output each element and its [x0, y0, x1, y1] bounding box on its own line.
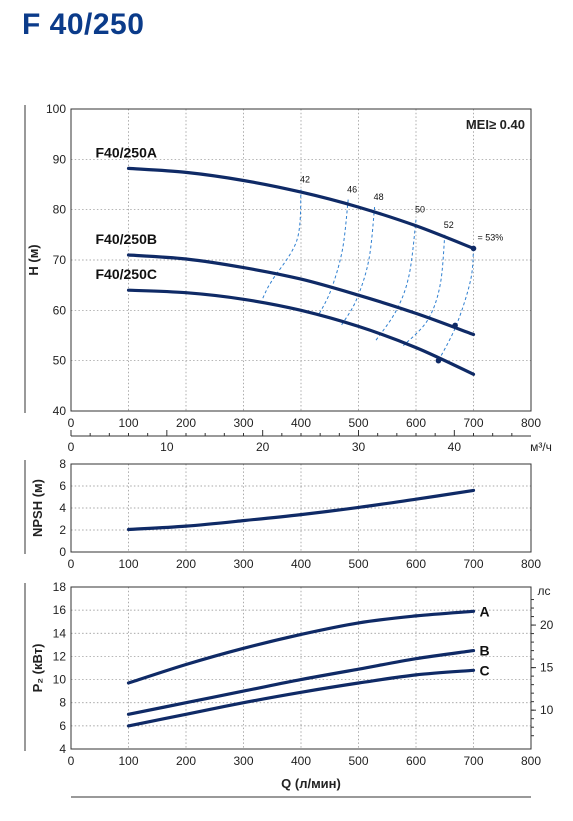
x-tick-label: 600	[406, 557, 426, 571]
series-label: C	[480, 662, 490, 678]
secondary-x-tick-label: 40	[448, 440, 462, 454]
y-tick-label: 14	[53, 626, 67, 640]
series-label: F40/250C	[96, 266, 157, 282]
efficiency-line	[340, 207, 376, 326]
y-axis-label: P₂ (кВт)	[30, 644, 45, 693]
y-tick-label: 2	[59, 523, 66, 537]
x-tick-label: 100	[118, 754, 138, 768]
y-tick-label: 90	[53, 152, 67, 166]
y-axis-label: H (м)	[26, 244, 41, 275]
plot-frame	[70, 463, 532, 553]
x-tick-label: 400	[291, 416, 311, 430]
x-tick-label: 800	[521, 754, 541, 768]
y-tick-label: 80	[53, 203, 67, 217]
efficiency-line	[261, 189, 302, 301]
series-line	[126, 288, 476, 376]
x-tick-label: 500	[348, 557, 368, 571]
y-tick-label: 8	[59, 696, 66, 710]
efficiency-label: 50	[415, 205, 425, 215]
x-tick-label: 800	[521, 557, 541, 571]
x-tick-label: 200	[176, 754, 196, 768]
efficiency-line	[437, 248, 474, 361]
x-tick-label: 100	[118, 416, 138, 430]
secondary-x-tick-label: 0	[68, 440, 75, 454]
x-tick-label: 300	[233, 416, 253, 430]
series-label: A	[480, 603, 490, 619]
y-tick-label: 70	[53, 253, 67, 267]
power-chart: 4 6 8 10 12 14 16 18 P₂ (кВт) 0 100 200 300 400 500 600…	[24, 580, 554, 791]
y-tick-label: 50	[53, 354, 67, 368]
secondary-y-tick-label: 10	[540, 703, 554, 717]
y-tick-label: 60	[53, 303, 67, 317]
x-axis-label: Q (л/мин)	[281, 776, 341, 791]
efficiency-line	[375, 219, 417, 341]
y-tick-label: 0	[59, 545, 66, 559]
efficiency-line	[403, 234, 446, 346]
x-tick-label: 500	[348, 416, 368, 430]
operating-point	[452, 322, 458, 329]
npsh-chart: 0 2 4 6 8 NPSH (м) 0 100 200 300 400 500 600 700 800	[24, 457, 541, 571]
mei-annotation: MEI≥ 0.40	[466, 117, 525, 132]
x-tick-label: 300	[233, 754, 253, 768]
plot-frame	[70, 108, 532, 412]
x-tick-label: 600	[406, 754, 426, 768]
page-title: F 40/250	[22, 8, 145, 41]
x-tick-label: 0	[68, 557, 75, 571]
efficiency-label: 48	[374, 192, 384, 202]
x-tick-label: 0	[68, 754, 75, 768]
secondary-x-tick-label: 30	[352, 440, 366, 454]
operating-point	[470, 245, 477, 252]
x-tick-label: 400	[291, 557, 311, 571]
y-tick-label: 10	[53, 673, 67, 687]
x-tick-label: 700	[463, 754, 483, 768]
secondary-x-unit: м³/ч	[530, 440, 552, 454]
x-tick-label: 700	[463, 557, 483, 571]
series-line	[126, 166, 476, 250]
series-label: F40/250B	[96, 231, 157, 247]
x-tick-label: 100	[118, 557, 138, 571]
series-line	[126, 253, 476, 337]
x-tick-label: 400	[291, 754, 311, 768]
y-tick-label: 8	[59, 457, 66, 471]
secondary-y-unit: лс	[537, 584, 550, 598]
y-tick-label: 6	[59, 479, 66, 493]
y-tick-label: 6	[59, 719, 66, 733]
secondary-x-tick-label: 20	[256, 440, 270, 454]
y-tick-label: 4	[59, 742, 66, 756]
series-line	[126, 649, 476, 716]
x-tick-label: 500	[348, 754, 368, 768]
y-axis-label: NPSH (м)	[30, 479, 45, 537]
x-tick-label: 0	[68, 416, 75, 430]
secondary-y-tick-label: 15	[540, 661, 554, 675]
y-tick-label: 4	[59, 501, 66, 515]
series-line	[126, 609, 476, 685]
efficiency-label: 46	[347, 185, 357, 195]
x-tick-label: 800	[521, 416, 541, 430]
y-tick-label: 40	[53, 404, 67, 418]
x-tick-label: 200	[176, 557, 196, 571]
y-tick-label: 16	[53, 603, 67, 617]
y-tick-label: 12	[53, 649, 67, 663]
series-label: B	[480, 643, 490, 659]
x-tick-label: 700	[463, 416, 483, 430]
series-label: F40/250A	[96, 144, 157, 160]
secondary-y-tick-label: 20	[540, 618, 554, 632]
operating-point	[435, 357, 442, 364]
series-line	[126, 488, 476, 532]
series-line	[126, 668, 476, 728]
x-tick-label: 300	[233, 557, 253, 571]
efficiency-label: 42	[300, 175, 310, 185]
y-tick-label: 100	[46, 102, 66, 116]
x-tick-label: 600	[406, 416, 426, 430]
y-tick-label: 18	[53, 580, 67, 594]
secondary-x-tick-label: 10	[160, 440, 174, 454]
efficiency-line	[317, 199, 349, 316]
efficiency-label: = 53%	[478, 232, 504, 242]
x-tick-label: 200	[176, 416, 196, 430]
efficiency-label: 52	[444, 220, 454, 230]
